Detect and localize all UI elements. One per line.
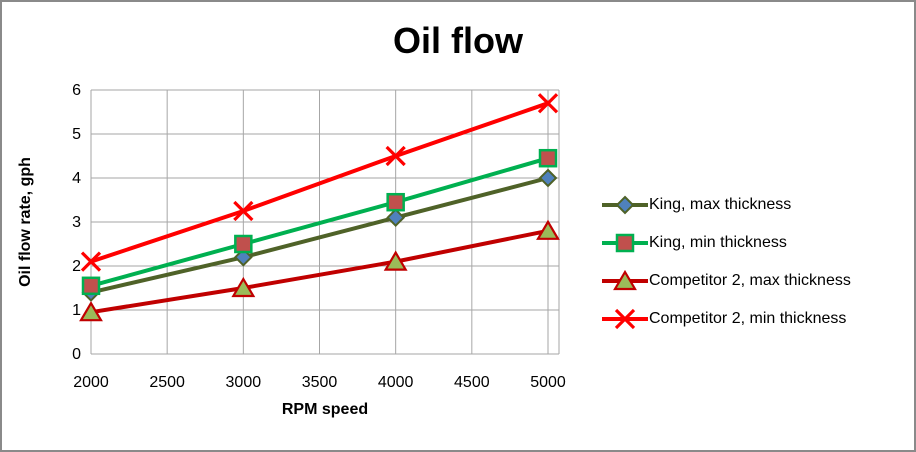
legend-diamond-icon — [602, 195, 648, 214]
y-tick-label: 6 — [72, 82, 81, 99]
series-line — [90, 228, 549, 315]
y-tick-label: 2 — [72, 258, 81, 275]
chart-title: Oil flow — [393, 20, 523, 61]
y-tick-label: 1 — [72, 302, 81, 319]
x-tick-label: 2000 — [73, 374, 109, 391]
series-square-1 — [81, 148, 558, 296]
legend-item: King, min thickness — [602, 230, 851, 255]
legend-item: King, max thickness — [602, 192, 851, 217]
series-x-3 — [80, 93, 559, 272]
x-tick-label: 5000 — [530, 374, 566, 391]
series-line — [90, 176, 549, 295]
legend-item: Competitor 2, min thickness — [602, 306, 851, 331]
legend-item: Competitor 2, max thickness — [602, 268, 851, 293]
y-tick-label: 4 — [72, 170, 81, 187]
x-tick-label: 2500 — [149, 374, 185, 391]
x-tick-label: 4000 — [378, 374, 414, 391]
y-tick-label: 5 — [72, 126, 81, 143]
gridlines — [90, 89, 560, 355]
x-tick-labels: 2000 2500 3000 3500 4000 4500 5000 — [73, 374, 566, 391]
legend-x-icon — [602, 308, 648, 329]
x-tick-label: 4500 — [454, 374, 490, 391]
legend-label: King, min thickness — [649, 233, 787, 251]
y-tick-label: 0 — [72, 346, 81, 363]
series-line — [90, 156, 549, 288]
series-line — [90, 101, 549, 264]
legend-label: Competitor 2, min thickness — [649, 309, 847, 327]
legend-square-icon — [602, 233, 648, 252]
legend-label: Competitor 2, max thickness — [649, 271, 851, 289]
x-axis-title: RPM speed — [281, 401, 369, 418]
x-tick-label: 3500 — [302, 374, 338, 391]
legend: King, max thickness King, min thickness Co… — [602, 192, 851, 331]
legend-triangle-icon — [602, 269, 648, 290]
series-triangle-2 — [79, 219, 560, 322]
x-tick-label: 3000 — [226, 374, 262, 391]
y-axis-title: Oil flow rate, gph — [17, 157, 34, 287]
legend-label: King, max thickness — [649, 195, 792, 213]
y-tick-labels: 0 1 2 3 4 5 6 — [72, 82, 81, 363]
y-tick-label: 3 — [72, 214, 81, 231]
